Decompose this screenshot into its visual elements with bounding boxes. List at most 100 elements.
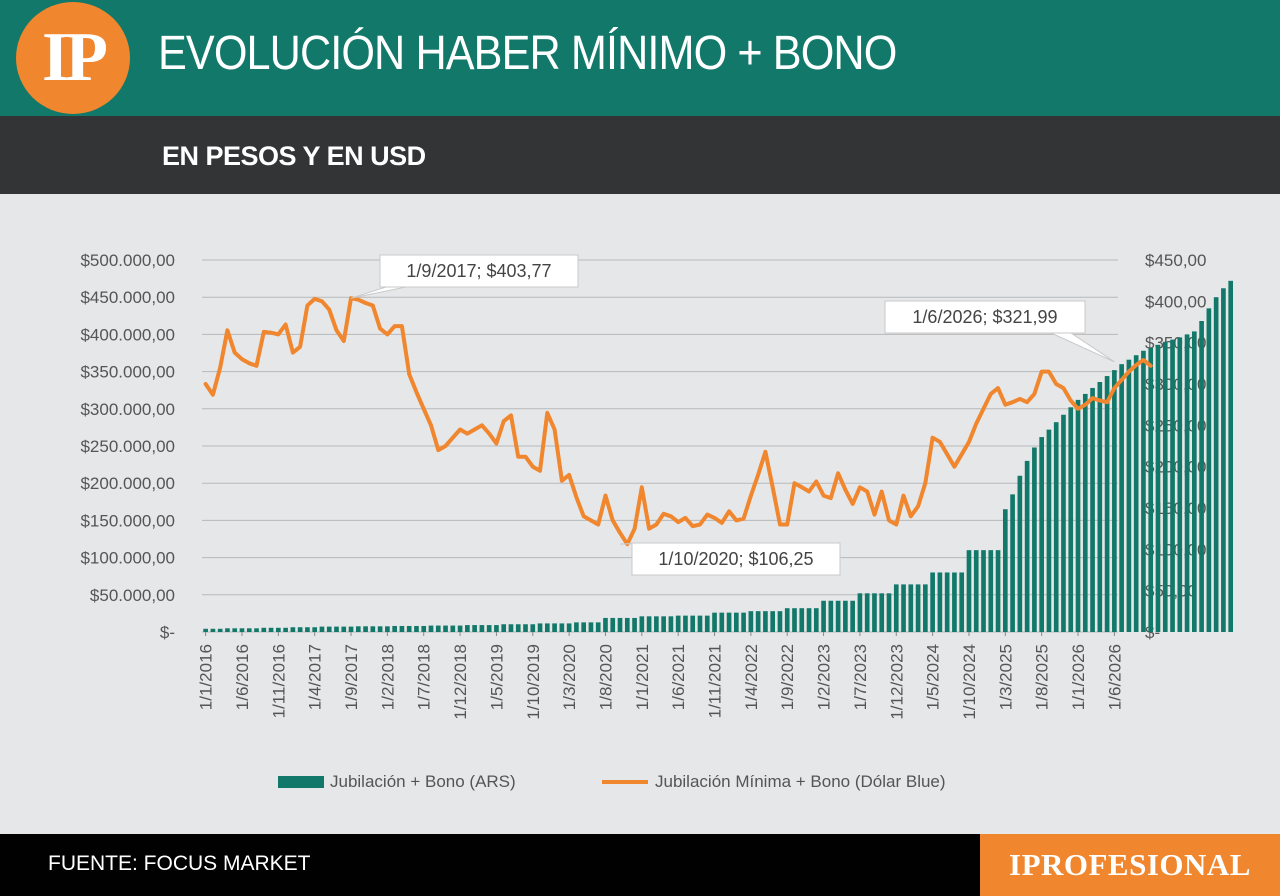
- bar: [937, 572, 943, 632]
- bar: [1133, 355, 1139, 632]
- bar: [617, 617, 623, 632]
- y-left-tick-label: $50.000,00: [90, 586, 175, 605]
- bar: [1119, 364, 1124, 632]
- bar: [1170, 339, 1175, 632]
- bar: [581, 622, 586, 632]
- bar: [515, 624, 521, 632]
- bar: [1024, 460, 1030, 632]
- bar: [901, 584, 906, 632]
- bar: [770, 611, 776, 632]
- bar: [494, 625, 499, 632]
- bar: [544, 623, 550, 632]
- y-left-tick-label: $-: [160, 623, 175, 642]
- x-tick-label: 1/1/2016: [197, 644, 216, 710]
- bar: [1053, 422, 1059, 632]
- bar: [399, 625, 405, 632]
- bar: [232, 628, 238, 632]
- bar: [1192, 331, 1197, 632]
- bar: [385, 626, 390, 632]
- bar: [246, 628, 252, 632]
- bar: [755, 611, 761, 632]
- bar: [290, 627, 296, 632]
- x-tick-label: 1/6/2016: [233, 644, 252, 710]
- x-tick-label: 1/1/2026: [1069, 644, 1088, 710]
- bar: [813, 608, 819, 632]
- bar: [363, 626, 368, 632]
- bar: [312, 627, 318, 632]
- bar: [726, 612, 732, 632]
- bar: [850, 600, 855, 632]
- bar: [1221, 288, 1226, 632]
- y-right-tick-label: $100,00: [1145, 540, 1206, 559]
- bar: [734, 612, 739, 632]
- bar: [588, 622, 594, 632]
- bar: [421, 625, 427, 632]
- y-right-tick-label: $150,00: [1145, 499, 1206, 518]
- y-right-tick-label: $450,00: [1145, 251, 1206, 270]
- bar: [959, 572, 965, 632]
- bar: [486, 625, 492, 632]
- x-tick-label: 1/8/2020: [596, 644, 615, 710]
- bar: [355, 626, 361, 632]
- x-tick-label: 1/9/2022: [778, 644, 797, 710]
- x-tick-label: 1/12/2018: [451, 644, 470, 720]
- x-tick-label: 1/10/2024: [960, 644, 979, 720]
- bar: [828, 600, 834, 632]
- page-title: EVOLUCIÓN HABER MÍNIMO + BONO: [158, 27, 897, 80]
- bar: [566, 623, 572, 632]
- bar: [799, 608, 805, 632]
- x-tick-label: 1/6/2021: [669, 644, 688, 710]
- bar: [857, 593, 863, 632]
- bar: [1068, 407, 1074, 632]
- bar: [704, 615, 710, 632]
- y-left-tick-label: $150.000,00: [80, 511, 175, 530]
- bar: [443, 625, 448, 632]
- chart: $- $50.000,00 $100.000,00 $150.000,00 $200.0…: [80, 251, 1234, 791]
- y-left-tick-label: $300.000,00: [80, 400, 175, 419]
- y-left-tick-label: $350.000,00: [80, 363, 175, 382]
- brand-logo: IPROFESIONAL: [980, 834, 1280, 896]
- bar: [915, 584, 921, 632]
- bar: [1082, 393, 1088, 632]
- bar: [603, 617, 608, 632]
- bar: [806, 608, 812, 632]
- bar: [1228, 280, 1234, 632]
- bar: [1010, 494, 1015, 632]
- bar: [1148, 347, 1154, 632]
- bar: [254, 628, 259, 632]
- bar: [981, 550, 986, 632]
- bar: [654, 616, 659, 632]
- x-tick-label: 1/12/2023: [887, 644, 906, 720]
- bar: [675, 615, 681, 632]
- annotation-box: [379, 254, 579, 288]
- bar: [879, 593, 885, 632]
- x-tick-label: 1/6/2026: [1105, 644, 1124, 710]
- bar: [792, 608, 797, 632]
- bar: [1206, 308, 1212, 632]
- bar: [595, 622, 601, 632]
- bar: [1090, 387, 1095, 632]
- bar: [908, 584, 914, 632]
- bar: [683, 615, 688, 632]
- y-right-tick-label: $400,00: [1145, 292, 1206, 311]
- bar: [864, 593, 870, 632]
- bar: [893, 584, 899, 632]
- annotation-pointer: [1050, 332, 1115, 363]
- x-tick-label: 1/5/2024: [924, 644, 943, 710]
- bar: [973, 550, 979, 632]
- bar: [414, 625, 419, 632]
- bar: [305, 627, 310, 632]
- bar: [1184, 334, 1190, 632]
- bar: [559, 623, 565, 632]
- x-tick-label: 1/7/2023: [851, 644, 870, 710]
- annotation-label: 1/10/2020; $106,25: [658, 549, 813, 569]
- annotation-box: [631, 542, 841, 576]
- page-subtitle: EN PESOS Y EN USD: [162, 141, 426, 171]
- bar: [1061, 414, 1066, 632]
- bar: [944, 572, 950, 632]
- bar: [283, 627, 288, 632]
- bar: [435, 625, 441, 632]
- bar: [326, 626, 332, 632]
- subtitle-bar: [0, 116, 1280, 194]
- bar: [1213, 297, 1219, 632]
